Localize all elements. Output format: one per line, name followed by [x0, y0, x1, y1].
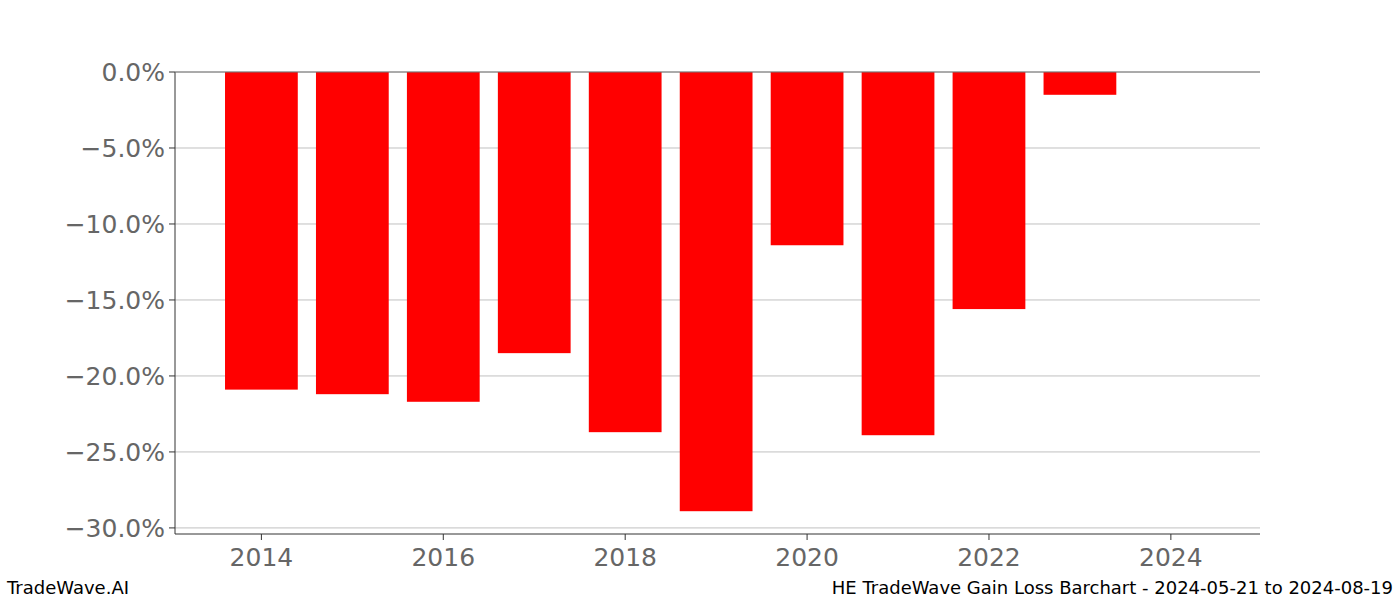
tick [169, 147, 175, 148]
tick-label: −10.0% [65, 210, 165, 239]
axis-line [175, 72, 176, 534]
tick-label: 2018 [593, 543, 657, 572]
tick-label: 2016 [411, 543, 475, 572]
bar [498, 72, 571, 353]
bar [771, 72, 844, 245]
tick [169, 527, 175, 528]
tick [169, 375, 175, 376]
grid-line [175, 72, 1260, 73]
bars [225, 72, 1116, 511]
bar [862, 72, 935, 435]
tick-label: 2014 [230, 543, 294, 572]
tick-label: 2024 [1139, 543, 1203, 572]
tick-label: 2022 [957, 543, 1021, 572]
bar [407, 72, 480, 402]
tick [807, 534, 808, 540]
bar [589, 72, 662, 432]
title: HE TradeWave Gain Loss Barchart - 2024-0… [832, 577, 1393, 598]
tick-label: −5.0% [81, 134, 165, 163]
tick [988, 534, 989, 540]
axis-line [175, 534, 1260, 535]
tick [261, 534, 262, 540]
tick [169, 72, 175, 73]
tick-label: −30.0% [65, 514, 165, 543]
tick [169, 299, 175, 300]
frame-line [175, 72, 1260, 73]
bar [680, 72, 753, 511]
tick [625, 534, 626, 540]
tick-label: 0.0% [101, 58, 165, 87]
tick [169, 451, 175, 452]
tick [1170, 534, 1171, 540]
source: TradeWave.AI [6, 577, 129, 598]
grid-line [175, 527, 1260, 528]
bar [316, 72, 389, 394]
tick [443, 534, 444, 540]
tick-label: −25.0% [65, 438, 165, 467]
tick-label: −20.0% [65, 362, 165, 391]
bar [225, 72, 298, 390]
bar [953, 72, 1026, 309]
tick-label: −15.0% [65, 286, 165, 315]
bar [1044, 72, 1117, 95]
tick [169, 223, 175, 224]
tick-label: 2020 [775, 543, 839, 572]
chart: 0.0% −5.0% −10.0% −15.0% −20.0% −25.0% −30.0% 2… [0, 0, 1400, 600]
